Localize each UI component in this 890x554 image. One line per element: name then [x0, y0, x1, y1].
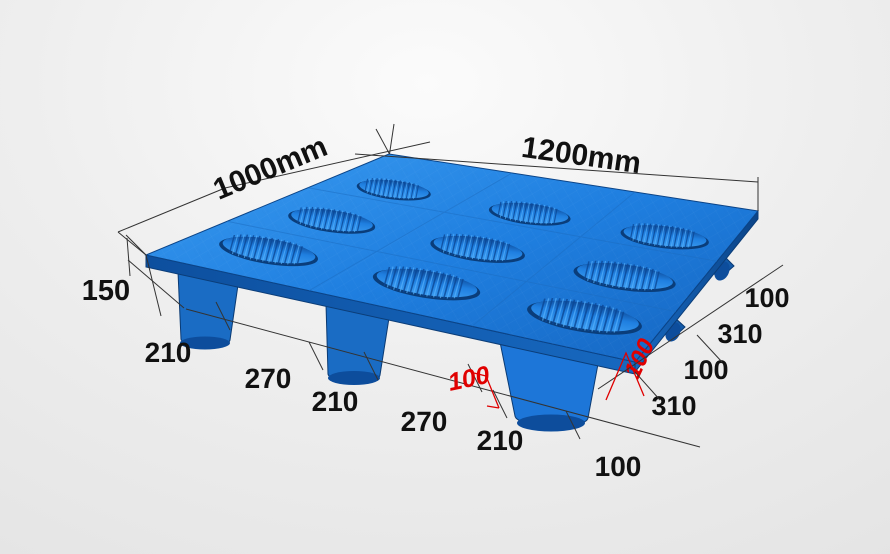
svg-text:270: 270: [401, 406, 448, 437]
svg-text:100: 100: [744, 283, 789, 313]
svg-text:100: 100: [595, 451, 642, 482]
svg-text:210: 210: [312, 386, 359, 417]
svg-text:150: 150: [82, 275, 130, 307]
svg-text:210: 210: [145, 337, 192, 368]
svg-text:310: 310: [651, 391, 696, 421]
svg-text:100: 100: [445, 361, 492, 397]
svg-text:210: 210: [477, 425, 524, 456]
svg-text:1200mm: 1200mm: [520, 131, 644, 180]
svg-text:310: 310: [717, 319, 762, 349]
svg-text:100: 100: [683, 355, 728, 385]
svg-text:270: 270: [245, 363, 292, 394]
